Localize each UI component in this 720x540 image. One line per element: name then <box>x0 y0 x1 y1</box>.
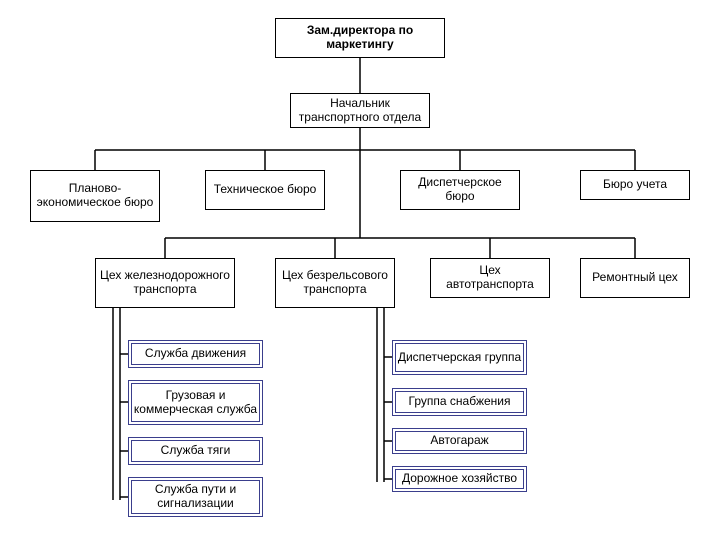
label: Планово-экономическое бюро <box>35 182 155 210</box>
label: Техническое бюро <box>214 183 317 197</box>
node-root: Зам.директора по маркетингу <box>275 18 445 58</box>
label: Цех железнодорожного транспорта <box>100 269 230 297</box>
label: Бюро учета <box>603 178 667 192</box>
label: Ремонтный цех <box>592 271 678 285</box>
node-g1-inner: Диспетчерская группа <box>395 343 524 372</box>
node-bur1: Планово-экономическое бюро <box>30 170 160 222</box>
node-bur2: Техническое бюро <box>205 170 325 210</box>
label: Диспетчерская группа <box>398 351 521 365</box>
label: Служба тяги <box>161 444 231 458</box>
node-s1-inner: Служба движения <box>131 343 260 365</box>
label: Диспетчерское бюро <box>405 176 515 204</box>
label: Грузовая и коммерческая служба <box>132 389 259 417</box>
node-bur4: Бюро учета <box>580 170 690 200</box>
label: Цех автотранспорта <box>435 264 545 292</box>
node-g3-inner: Автогараж <box>395 431 524 451</box>
node-ceh1: Цех железнодорожного транспорта <box>95 258 235 308</box>
label: Зам.директора по маркетингу <box>280 24 440 52</box>
node-g2-inner: Группа снабжения <box>395 391 524 413</box>
node-ceh2: Цех безрельсового транспорта <box>275 258 395 308</box>
node-head: Начальник транспортного отдела <box>290 93 430 128</box>
node-s4-inner: Служба пути и сигнализации <box>131 480 260 514</box>
node-bur3: Диспетчерское бюро <box>400 170 520 210</box>
label: Служба пути и сигнализации <box>132 483 259 511</box>
label: Группа снабжения <box>409 395 511 409</box>
label: Автогараж <box>430 434 488 448</box>
label: Служба движения <box>145 347 246 361</box>
node-s3-inner: Служба тяги <box>131 440 260 462</box>
node-s2-inner: Грузовая и коммерческая служба <box>131 383 260 422</box>
label: Начальник транспортного отдела <box>295 97 425 125</box>
node-g4-inner: Дорожное хозяйство <box>395 469 524 489</box>
label: Дорожное хозяйство <box>402 472 517 486</box>
node-ceh4: Ремонтный цех <box>580 258 690 298</box>
label: Цех безрельсового транспорта <box>280 269 390 297</box>
node-ceh3: Цех автотранспорта <box>430 258 550 298</box>
